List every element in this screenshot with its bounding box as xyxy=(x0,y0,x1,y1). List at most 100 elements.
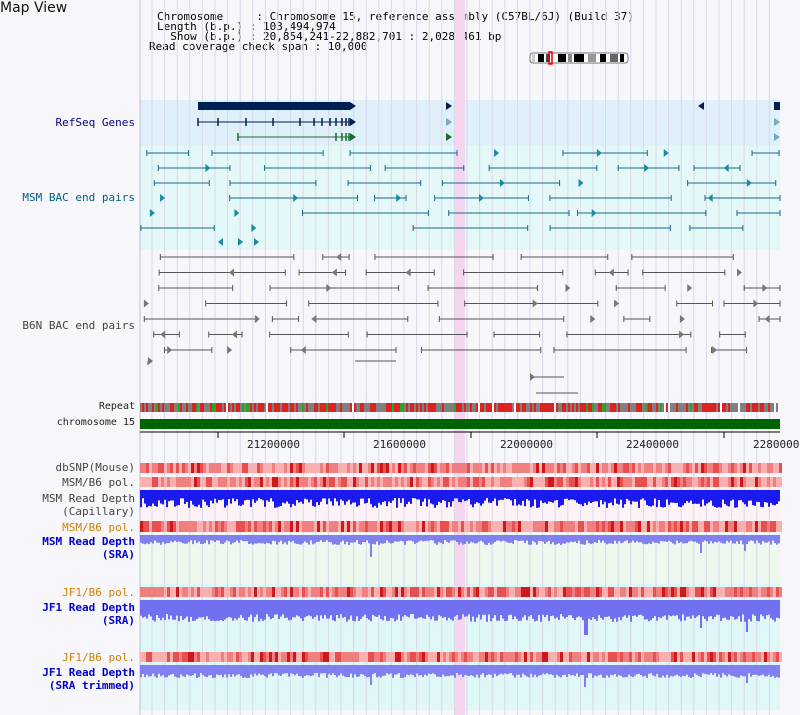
heat-cell xyxy=(299,477,302,487)
heat-cell xyxy=(374,587,377,597)
heat-cell xyxy=(764,463,767,473)
depth-bar xyxy=(192,665,194,676)
depth-bar xyxy=(566,535,568,543)
repeat-segment xyxy=(720,403,722,412)
heat-cell xyxy=(353,477,356,487)
depth-bar xyxy=(338,665,340,676)
depth-bar xyxy=(492,600,494,618)
depth-bar xyxy=(290,665,292,674)
repeat-segment xyxy=(312,403,314,412)
heat-cell xyxy=(185,652,188,662)
heat-cell xyxy=(596,477,599,487)
heat-cell xyxy=(659,652,662,662)
heat-cell xyxy=(647,463,650,473)
heat-cell xyxy=(461,521,464,532)
heat-cell xyxy=(677,587,680,597)
depth-bar xyxy=(710,600,712,617)
heat-cell xyxy=(476,463,479,473)
depth-bar xyxy=(374,665,376,674)
repeat-segment xyxy=(600,403,602,412)
depth-bar xyxy=(556,490,558,501)
heat-cell xyxy=(335,587,338,597)
depth-bar xyxy=(350,535,352,543)
depth-bar xyxy=(572,665,574,675)
chromosome-ideogram[interactable] xyxy=(529,51,629,65)
heat-cell xyxy=(668,652,671,662)
heat-cell xyxy=(152,587,155,597)
depth-bar xyxy=(728,665,730,675)
heat-cell xyxy=(563,463,566,473)
depth-bar xyxy=(778,600,780,619)
repeat-segment xyxy=(504,403,506,412)
depth-bar xyxy=(544,490,546,503)
depth-bar xyxy=(320,535,322,541)
repeat-segment xyxy=(408,403,410,412)
depth-bar xyxy=(188,490,190,508)
depth-bar xyxy=(198,600,200,618)
depth-bar xyxy=(608,665,610,678)
heat-cell xyxy=(185,477,188,487)
heat-cell xyxy=(479,521,482,532)
depth-bar xyxy=(220,665,222,675)
heat-cell xyxy=(674,652,677,662)
depth-bar xyxy=(228,600,230,618)
heat-cell xyxy=(149,463,152,473)
repeat-segment xyxy=(548,403,550,412)
depth-bar xyxy=(356,665,358,677)
depth-bar xyxy=(436,535,438,545)
heat-cell xyxy=(650,477,653,487)
depth-bar xyxy=(634,665,636,676)
depth-bar xyxy=(748,535,750,542)
depth-bar xyxy=(366,490,368,503)
depth-bar xyxy=(424,600,426,619)
depth-bar xyxy=(722,535,724,544)
heat-cell xyxy=(695,587,698,597)
depth-bar xyxy=(592,490,594,503)
depth-bar xyxy=(428,535,430,541)
repeat-segment xyxy=(716,403,718,412)
heat-cell xyxy=(266,463,269,473)
depth-bar xyxy=(602,665,604,678)
heat-cell xyxy=(293,587,296,597)
depth-bar xyxy=(614,490,616,499)
depth-bar xyxy=(458,600,460,620)
heat-cell xyxy=(209,652,212,662)
heat-cell xyxy=(332,521,335,532)
heat-cell xyxy=(686,521,689,532)
heat-cell xyxy=(317,463,320,473)
depth-bar xyxy=(528,490,530,501)
heat-cell xyxy=(455,652,458,662)
heat-cell xyxy=(257,463,260,473)
depth-bar xyxy=(386,490,388,507)
depth-bar xyxy=(554,535,556,545)
depth-bar xyxy=(302,490,304,504)
depth-bar xyxy=(642,600,644,616)
repeat-segment xyxy=(328,403,330,412)
heat-cell xyxy=(731,477,734,487)
bac-end-marker xyxy=(143,299,149,308)
depth-bar xyxy=(630,665,632,677)
depth-bar xyxy=(484,535,486,545)
track-label-refseq[interactable]: RefSeq Genes xyxy=(55,116,135,129)
heat-cell xyxy=(566,587,569,597)
track-label-b6n-bac[interactable]: B6N BAC end pairs xyxy=(22,319,135,332)
repeat-segment xyxy=(294,403,296,412)
depth-bar xyxy=(470,665,472,676)
heat-cell xyxy=(749,477,752,487)
repeat-segment xyxy=(482,403,484,412)
heat-cell xyxy=(212,652,215,662)
depth-bar xyxy=(360,490,362,499)
depth-bar xyxy=(312,535,314,545)
track-label-msm-bac[interactable]: MSM BAC end pairs xyxy=(22,191,135,204)
repeat-segment xyxy=(658,403,660,412)
heat-cell xyxy=(773,587,776,597)
repeat-segment xyxy=(472,403,474,412)
depth-bar xyxy=(740,535,742,541)
depth-bar xyxy=(158,490,160,501)
heat-cell xyxy=(197,652,200,662)
depth-bar xyxy=(636,490,638,502)
heat-cell xyxy=(161,521,164,532)
heat-cell xyxy=(254,587,257,597)
heat-cell xyxy=(779,587,782,597)
